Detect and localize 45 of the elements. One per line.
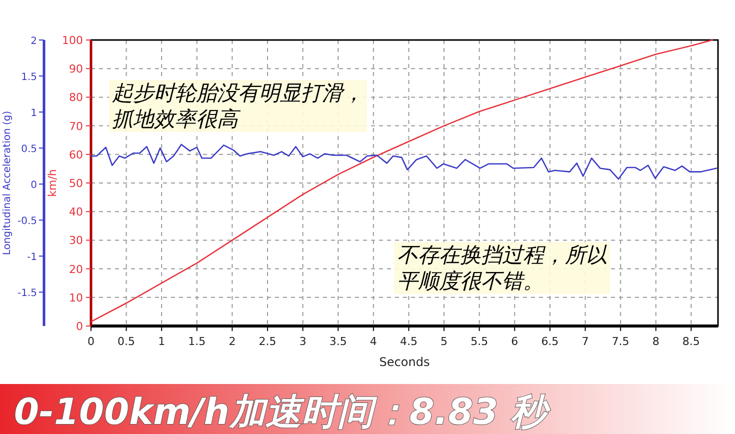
y2-axis-title: Longitudinal Acceleration (g) bbox=[2, 110, 13, 256]
x-tick-label: 2 bbox=[228, 335, 236, 348]
y2-tick-label: 2 bbox=[30, 36, 37, 47]
x-tick-label: 1 bbox=[158, 335, 166, 348]
y2-tick-label: 1.5 bbox=[21, 72, 37, 84]
annotation: 起步时轮胎没有明显打滑，抓地效率很高 bbox=[112, 81, 364, 131]
x-tick-label: 8.5 bbox=[682, 335, 700, 348]
x-tick-label: 5 bbox=[440, 335, 448, 348]
x-tick-label: 6 bbox=[511, 335, 518, 348]
y2-tick-label: 0.5 bbox=[21, 144, 37, 156]
y-tick-label: 30 bbox=[69, 234, 83, 248]
x-tick-label: 0 bbox=[88, 335, 94, 348]
x-tick-label: 0.5 bbox=[118, 335, 136, 348]
y-tick-label: 50 bbox=[69, 177, 83, 190]
x-tick-label: 4.5 bbox=[400, 335, 418, 348]
text: 0-100km/h加速时间：8.83 秒 bbox=[14, 392, 552, 433]
y-tick-label: 70 bbox=[69, 120, 83, 133]
x-tick-label: 6.5 bbox=[541, 335, 559, 348]
annotation: 不存在换挡过程，所以平顺度很不错。 bbox=[397, 243, 607, 293]
x-tick-label: 7.5 bbox=[612, 335, 630, 348]
x-tick-label: 5.5 bbox=[470, 335, 488, 348]
y2-tick-label: -1.5 bbox=[17, 288, 37, 300]
x-tick-label: 4 bbox=[370, 335, 377, 348]
x-tick-label: 8 bbox=[652, 335, 660, 348]
y-tick-label: 0 bbox=[76, 320, 83, 333]
x-tick-label: 1.5 bbox=[188, 335, 206, 348]
line-series bbox=[90, 144, 718, 180]
y-tick-label: 10 bbox=[69, 291, 83, 304]
x-tick-label: 3.5 bbox=[329, 335, 347, 348]
y2-tick-label: 1 bbox=[30, 108, 37, 120]
y-tick-label: 80 bbox=[69, 91, 83, 104]
y-tick-label: 100 bbox=[62, 34, 83, 47]
x-tick-label: 3 bbox=[299, 335, 306, 348]
y2-tick-label: -1 bbox=[27, 252, 37, 264]
y-tick-label: 60 bbox=[69, 148, 83, 162]
x-tick-label: 7 bbox=[582, 335, 589, 348]
x-axis-title: Seconds bbox=[379, 355, 430, 369]
y2-tick-label: -0.5 bbox=[17, 216, 37, 228]
x-tick-label: 2.5 bbox=[258, 335, 276, 348]
line-series bbox=[90, 39, 713, 322]
y-axis-title: km/h bbox=[46, 169, 59, 197]
y-tick-label: 90 bbox=[69, 62, 83, 76]
y-tick-label: 40 bbox=[69, 206, 83, 219]
y2-tick-label: 0 bbox=[30, 180, 37, 192]
y-tick-label: 20 bbox=[69, 262, 83, 276]
